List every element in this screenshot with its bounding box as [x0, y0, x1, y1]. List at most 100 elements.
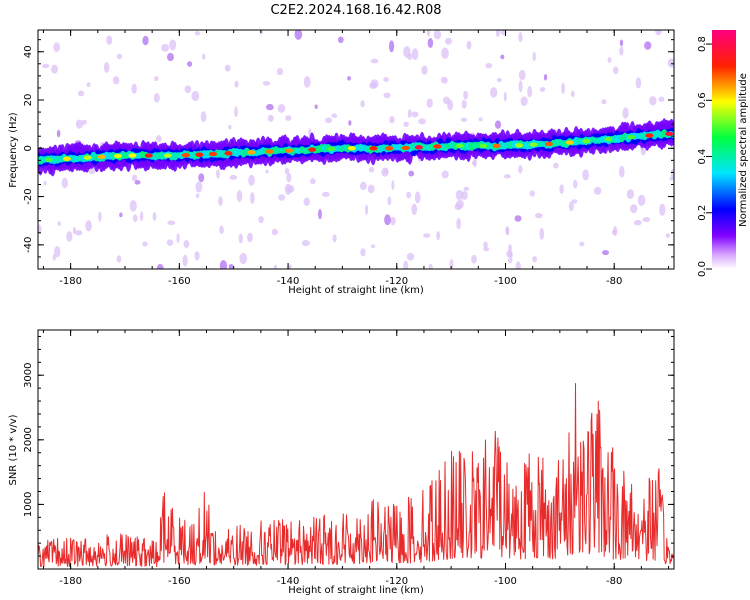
heatmap-cell [42, 63, 50, 69]
y-tick-label: 40 [23, 45, 34, 58]
heatmap-cell [77, 90, 85, 97]
heatmap-cell [156, 263, 164, 269]
heatmap-peak [128, 153, 137, 158]
heatmap-cell [500, 54, 505, 60]
heatmap-cell [503, 174, 511, 179]
heatmap-cell [167, 220, 176, 226]
heatmap-peak [369, 146, 378, 151]
heatmap-cell [286, 185, 295, 193]
heatmap-cell [266, 103, 274, 111]
heatmap-cell [384, 214, 391, 226]
heatmap-cell [658, 96, 665, 102]
heatmap-cell [455, 189, 464, 201]
heatmap-cell [418, 118, 426, 125]
heatmap-peak [62, 156, 71, 161]
heatmap-cell [505, 227, 510, 236]
heatmap-cell [200, 111, 207, 123]
heatmap-cell [236, 190, 243, 203]
heatmap-cell [532, 256, 538, 263]
heatmap-cell [332, 234, 337, 243]
heatmap-cell [234, 106, 238, 118]
heatmap-peak [529, 142, 538, 147]
heatmap-cell [440, 76, 448, 84]
heatmap-peak [645, 133, 654, 138]
heatmap-cell [403, 46, 411, 58]
heatmap-cell [619, 46, 624, 56]
colorbar-ticks: 0.0 0.2 0.4 0.6 0.8 [697, 36, 712, 277]
heatmap-cell [360, 100, 365, 108]
heatmap-cell [411, 203, 418, 215]
heatmap-cell [169, 39, 177, 51]
heatmap-cell [518, 165, 523, 174]
heatmap-peak [327, 146, 336, 151]
snr-series-line [38, 383, 674, 568]
heatmap-peak [455, 143, 464, 149]
heatmap-cell [561, 82, 565, 94]
heatmap-cell [463, 186, 470, 192]
heatmap-cell [142, 241, 148, 247]
heatmap-cell [314, 104, 318, 110]
heatmap-peak [627, 134, 636, 140]
y-tick-label: -40 [23, 237, 34, 253]
y-tick-label: -20 [23, 188, 34, 204]
heatmap-cell [360, 248, 366, 257]
colorbar-tick-label: 0.6 [697, 92, 708, 108]
snr-ylabel: SNR (10 * v/v) [8, 414, 19, 485]
heatmap-cell [155, 135, 162, 143]
heatmap-cell [359, 181, 367, 191]
heatmap-cell [267, 114, 274, 122]
heatmap-cell [654, 30, 663, 36]
x-tick-label: -160 [168, 276, 191, 287]
heatmap-cell [239, 252, 248, 265]
heatmap-cell [414, 191, 421, 204]
heatmap-peak [163, 153, 172, 158]
heatmap-cell [86, 82, 91, 88]
heatmap-cell [318, 209, 322, 220]
heatmap-cell [483, 241, 488, 248]
heatmap-cell [478, 117, 483, 122]
heatmap-cell [250, 192, 255, 204]
heatmap-cell [508, 244, 512, 252]
heatmap-cell [271, 228, 278, 236]
heatmap-cell [387, 196, 392, 206]
heatmap-cell [436, 231, 441, 241]
x-tick-label: -160 [168, 576, 191, 587]
snr-ticks: -180 -160 -140 -120 -100 -80 1000 2000 3000 [23, 330, 674, 587]
heatmap-cell [391, 180, 395, 191]
heatmap-cell [612, 66, 619, 75]
heatmap-cell [640, 147, 646, 156]
heatmap-cell [612, 226, 618, 237]
heatmap-cell [601, 99, 607, 105]
heatmap-peak [247, 150, 256, 155]
heatmap-cell [198, 173, 205, 183]
heatmap-cell [539, 87, 546, 92]
heatmap-peak [181, 153, 190, 158]
heatmap-cell [383, 92, 391, 99]
heatmap-cell [369, 82, 378, 90]
heatmap-cell [532, 51, 536, 62]
heatmap-cell [75, 119, 84, 129]
heatmap-cell [527, 86, 533, 98]
heatmap-cell [573, 179, 578, 189]
heatmap-cell [454, 203, 462, 211]
heatmap-cell [273, 264, 278, 269]
heatmap-cell [433, 30, 442, 40]
heatmap-cell [176, 233, 180, 244]
heatmap-cell [166, 239, 174, 246]
heatmap-peak [144, 153, 153, 158]
heatmap-cell [570, 90, 575, 98]
heatmap-cell [421, 65, 428, 75]
heatmap-cell [38, 224, 42, 235]
heatmap-cell [106, 35, 113, 45]
heatmap-cell [370, 244, 376, 249]
heatmap-cell [633, 219, 642, 226]
heatmap-peak [401, 145, 410, 151]
heatmap-cell [529, 190, 536, 197]
heatmap-peak [565, 140, 574, 145]
heatmap-cell [622, 107, 629, 119]
heatmap-cell [219, 260, 228, 269]
heatmap-cell [66, 231, 73, 242]
heatmap-cell [407, 109, 412, 119]
heatmap-cell [441, 47, 449, 59]
